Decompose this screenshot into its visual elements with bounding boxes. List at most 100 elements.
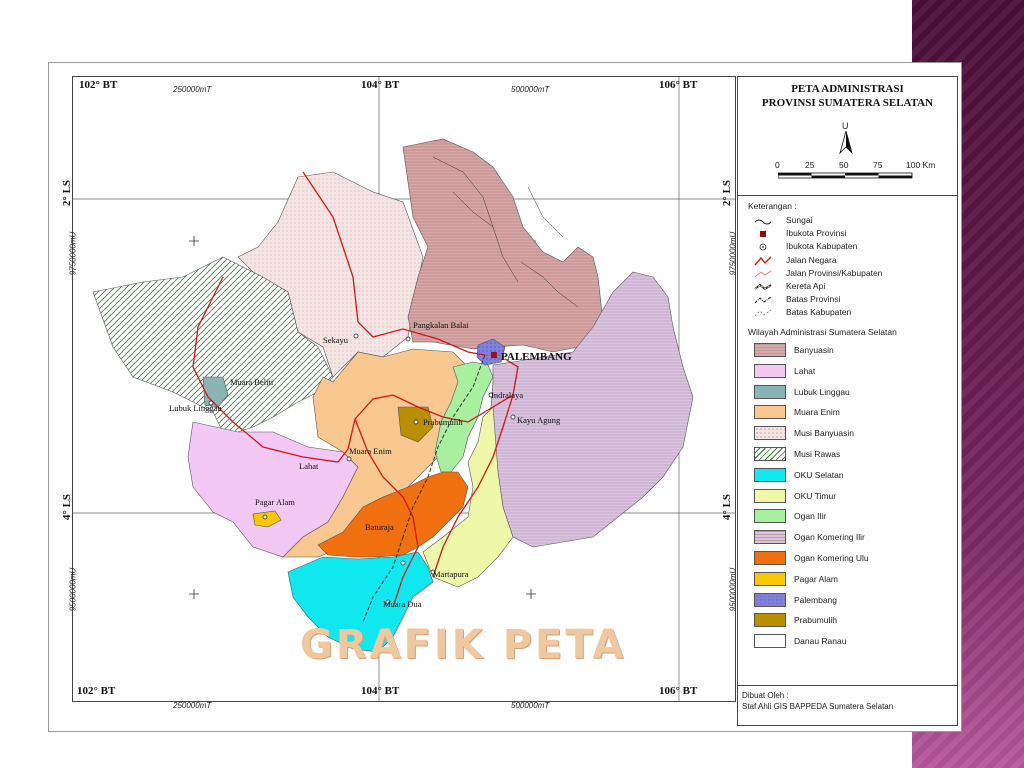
- region-ogan-komering-ulu: [317, 471, 469, 558]
- legend-symbol-label: Jalan Provinsi/Kabupaten: [786, 267, 883, 278]
- lat-label-left-4: 4° LS: [61, 493, 73, 521]
- legend-region-label: Lubuk Linggau: [794, 386, 850, 397]
- road-icon: [754, 256, 772, 266]
- place-prabumulih: Prabumulih: [423, 417, 463, 427]
- legend-symbol-label: Jalan Negara: [786, 254, 837, 265]
- legend-title-line2: PROVINSI SUMATERA SELATAN: [761, 97, 934, 109]
- legend-swatch: [754, 447, 786, 461]
- legend-region-label: Banyuasin: [794, 345, 834, 355]
- capital-marker: [491, 352, 497, 358]
- legend-region-label: Pagar Alam: [794, 573, 838, 584]
- scale-tick-50: 50: [839, 160, 849, 170]
- region-pagar-alam: [252, 510, 282, 528]
- place-muara-beliti: Muara Beliti: [230, 377, 274, 387]
- legend-region-label: Musi Rawas: [794, 449, 841, 459]
- lon-label-top-102: 102° BT: [79, 79, 118, 91]
- legend-symbol-row: Batas Provinsi: [738, 294, 957, 306]
- province-map: [73, 77, 735, 701]
- place-palembang: PALEMBANG: [501, 351, 572, 363]
- region-musi-banyuasin: [237, 171, 424, 378]
- legend-region-label: Ogan Ilir: [794, 511, 827, 522]
- legend-symbol-row: Jalan Provinsi/Kabupaten: [738, 268, 957, 280]
- region-musi-rawas: [92, 256, 334, 433]
- legend-swatch: [754, 551, 786, 565]
- legend-symbol-label: Ibukota Kabupaten: [786, 241, 858, 252]
- place-indralaya: Indralaya: [491, 390, 524, 400]
- region-oku-selatan: [287, 551, 434, 653]
- region-lubuk-linggau: [202, 376, 229, 408]
- river-icon: [754, 219, 772, 225]
- legend-symbol-row: Jalan Negara: [738, 255, 957, 267]
- legend-swatch: [754, 343, 786, 357]
- place-lubuk-linggau: Lubuk Linggau: [169, 403, 222, 413]
- legend-keterangan: Keterangan :: [748, 201, 797, 211]
- boundary-thin-icon: [754, 310, 772, 317]
- lon-label-bottom-106: 106° BT: [659, 685, 698, 697]
- legend-symbol-row: Sungai: [738, 215, 957, 227]
- scale-tick-25: 25: [805, 160, 815, 170]
- legend-region-label: OKU Timur: [794, 490, 837, 501]
- scale-tick-100: 100 Km: [906, 160, 936, 170]
- region-muara-enim: [282, 348, 469, 558]
- legend-swatch: [754, 634, 786, 649]
- legend-region-label: Prabumulih: [794, 615, 837, 626]
- place-martapura: Martapura: [433, 569, 469, 579]
- utm-label-left-9750000: 9750000mU: [68, 231, 78, 276]
- lat-label-right-4: 4° LS: [721, 493, 733, 521]
- legend-symbol-label: Kereta Api: [786, 281, 826, 291]
- place-baturaja: Baturaja: [365, 522, 394, 532]
- legend-region-label: Musi Banyuasin: [794, 428, 855, 439]
- legend-swatch: [754, 488, 786, 503]
- legend-region-label: Muara Enim: [794, 407, 840, 418]
- north-label: U: [842, 121, 849, 131]
- credit-line1: Dibuat Oleh :: [742, 691, 789, 700]
- scale-tick-75: 75: [873, 160, 883, 170]
- legend-swatch: [754, 426, 786, 441]
- place-pagar-alam: Pagar Alam: [255, 497, 295, 507]
- region-ogan-ilir: [434, 361, 494, 473]
- legend-title-line1: PETA ADMINISTRASI: [791, 83, 904, 95]
- legend-swatch: [754, 592, 786, 607]
- slide-title: GRAFIK PETA: [300, 622, 627, 668]
- region-prabumulih: [397, 406, 434, 443]
- legend-panel: PETA ADMINISTRASI PROVINSI SUMATERA SELA…: [737, 76, 958, 726]
- boundary-icon: [754, 296, 772, 304]
- legend-swatch: [754, 405, 786, 420]
- credit-line2: Staf Ahli GIS BAPPEDA Sumatera Selatan: [742, 702, 894, 711]
- legend-symbol-row: Ibukota Provinsi: [738, 228, 957, 240]
- railway-icon: [754, 283, 772, 291]
- square-icon: [760, 231, 766, 238]
- road-thin-icon: [754, 270, 772, 278]
- legend-symbol-label: Batas Kabupaten: [786, 307, 852, 318]
- utm-label-top-500000: 500000mT: [511, 85, 550, 94]
- legend-wilayah-title: Wilayah Administrasi Sumatera Selatan: [748, 327, 897, 337]
- place-kayu-agung: Kayu Agung: [517, 415, 561, 425]
- legend-region-label: OKU Selatan: [794, 469, 844, 480]
- utm-label-bottom-500000: 500000mT: [511, 701, 550, 710]
- legend-swatch: [754, 384, 786, 399]
- scale-bar: [778, 172, 913, 179]
- place-lahat: Lahat: [299, 461, 319, 471]
- legend-symbol-row: Ibukota Kabupaten: [738, 241, 957, 253]
- place-muara-dua: Muara Dua: [383, 599, 422, 609]
- lon-label-bottom-104: 104° BT: [361, 685, 400, 697]
- legend-swatch: [754, 467, 786, 482]
- utm-label-bottom-250000: 250000mT: [173, 701, 212, 710]
- legend-symbol-row: Kereta Api: [738, 281, 957, 293]
- lon-label-top-106: 106° BT: [659, 79, 698, 91]
- legend-region-label: Ogan Komering Ilir: [794, 532, 865, 543]
- place-sekayu: Sekayu: [323, 335, 349, 345]
- north-arrow-icon: [839, 131, 853, 155]
- place-pangkalan-balai: Pangkalan Balai: [413, 320, 469, 330]
- utm-label-left-9500000: 9500000mU: [68, 567, 78, 612]
- legend-symbol-label: Sungai: [786, 215, 813, 225]
- utm-label-top-250000: 250000mT: [173, 85, 212, 94]
- legend-region-label: Ogan Komering Ulu: [794, 553, 869, 563]
- legend-swatch: [754, 571, 786, 586]
- dot-circle-icon: [759, 243, 767, 251]
- legend-symbol-label: Batas Provinsi: [786, 294, 841, 305]
- legend-swatch: [754, 363, 786, 378]
- legend-region-label: Danau Ranau: [794, 636, 847, 647]
- legend-swatch: [754, 613, 786, 628]
- legend-symbol-row: Batas Kabupaten: [738, 307, 957, 319]
